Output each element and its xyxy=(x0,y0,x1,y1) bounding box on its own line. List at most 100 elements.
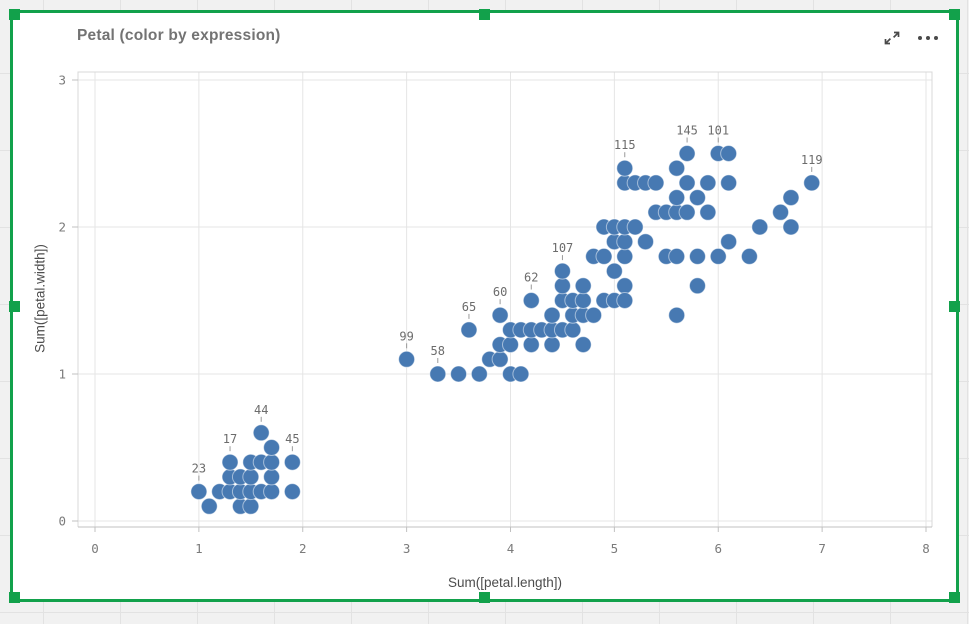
data-point[interactable] xyxy=(616,277,634,295)
data-point[interactable] xyxy=(740,247,758,265)
expand-button[interactable] xyxy=(881,27,903,49)
data-point[interactable] xyxy=(263,453,281,471)
x-tick-label: 6 xyxy=(714,541,722,556)
x-tick-label: 2 xyxy=(299,541,307,556)
data-point[interactable] xyxy=(242,497,260,515)
data-point[interactable] xyxy=(263,439,281,456)
data-point[interactable] xyxy=(522,336,540,354)
data-point[interactable] xyxy=(252,424,270,442)
data-point[interactable] xyxy=(678,145,696,162)
data-point[interactable] xyxy=(200,497,218,515)
data-point[interactable] xyxy=(460,321,478,339)
more-menu-icon xyxy=(918,36,922,40)
data-point[interactable] xyxy=(699,203,717,221)
y-axis-title: Sum([petal.width]) xyxy=(32,244,48,353)
data-point[interactable] xyxy=(616,247,634,265)
data-point[interactable] xyxy=(772,203,790,221)
x-tick-label: 5 xyxy=(611,541,619,556)
data-point[interactable] xyxy=(782,218,800,236)
data-point[interactable] xyxy=(668,159,686,177)
x-axis-title: Sum([petal.length]) xyxy=(447,575,563,590)
data-point[interactable] xyxy=(668,247,686,265)
data-point[interactable] xyxy=(720,145,738,162)
data-point[interactable] xyxy=(543,306,561,324)
data-point[interactable] xyxy=(221,453,239,471)
x-tick-label: 0 xyxy=(91,541,99,556)
data-point[interactable] xyxy=(470,365,488,383)
data-point[interactable] xyxy=(616,159,634,177)
data-point-label: 23 xyxy=(192,462,206,476)
data-point[interactable] xyxy=(647,174,665,192)
more-menu-icon xyxy=(934,36,938,40)
data-point[interactable] xyxy=(782,189,800,207)
chart-title: Petal (color by expression) xyxy=(77,27,281,44)
data-point[interactable] xyxy=(595,247,613,265)
data-point[interactable] xyxy=(585,306,603,324)
scatter-chart-object[interactable]: Petal (color by expression) xyxy=(13,13,956,599)
resize-handle-bottom-left[interactable] xyxy=(9,592,20,603)
data-point-label: 115 xyxy=(614,138,636,152)
more-menu-button[interactable] xyxy=(913,28,943,48)
data-point[interactable] xyxy=(751,218,769,236)
data-point-label: 17 xyxy=(223,432,237,446)
data-point[interactable] xyxy=(502,336,519,354)
data-point[interactable] xyxy=(709,247,727,265)
data-point-label: 62 xyxy=(524,271,538,285)
data-point[interactable] xyxy=(491,350,509,368)
data-point[interactable] xyxy=(263,483,281,501)
data-point[interactable] xyxy=(688,247,706,265)
y-tick-label: 2 xyxy=(58,220,66,235)
resize-handle-top-right[interactable] xyxy=(949,9,960,20)
data-point[interactable] xyxy=(553,262,571,280)
data-point[interactable] xyxy=(283,483,301,501)
data-point[interactable] xyxy=(450,365,468,383)
x-tick-label: 8 xyxy=(922,541,930,556)
x-tick-label: 7 xyxy=(818,541,826,556)
data-point[interactable] xyxy=(522,292,540,309)
data-point-label: 45 xyxy=(285,432,299,446)
data-point[interactable] xyxy=(688,189,706,207)
data-point[interactable] xyxy=(605,262,623,280)
data-point[interactable] xyxy=(574,277,592,295)
data-point[interactable] xyxy=(512,365,530,383)
data-point[interactable] xyxy=(616,233,634,251)
data-point[interactable] xyxy=(283,453,301,471)
x-tick-label: 3 xyxy=(403,541,411,556)
resize-handle-bottom-right[interactable] xyxy=(949,592,960,603)
y-tick-label: 0 xyxy=(58,514,66,529)
data-point[interactable] xyxy=(688,277,706,295)
data-point[interactable] xyxy=(626,218,644,236)
data-point[interactable] xyxy=(398,350,416,368)
resize-handle-top-left[interactable] xyxy=(9,9,20,20)
resize-handle-middle-right[interactable] xyxy=(949,300,960,312)
data-point-label: 107 xyxy=(552,241,574,255)
data-point[interactable] xyxy=(637,233,655,251)
data-point[interactable] xyxy=(678,203,696,221)
data-point[interactable] xyxy=(242,468,260,486)
data-point[interactable] xyxy=(491,306,509,324)
data-point[interactable] xyxy=(616,292,634,309)
data-point[interactable] xyxy=(574,292,592,309)
data-point-label: 58 xyxy=(431,344,445,358)
data-point[interactable] xyxy=(720,233,738,251)
data-point[interactable] xyxy=(668,189,686,207)
data-point[interactable] xyxy=(678,174,696,192)
data-point[interactable] xyxy=(564,321,582,339)
resize-handle-middle-left[interactable] xyxy=(9,300,20,312)
data-point[interactable] xyxy=(263,468,281,486)
data-point[interactable] xyxy=(720,174,738,192)
data-point-label: 44 xyxy=(254,403,268,417)
data-point[interactable] xyxy=(699,174,717,192)
data-point[interactable] xyxy=(803,174,821,192)
data-point[interactable] xyxy=(668,306,686,324)
data-point[interactable] xyxy=(429,365,447,383)
data-point[interactable] xyxy=(553,277,571,295)
resize-handle-top-middle[interactable] xyxy=(479,9,490,20)
x-tick-label: 4 xyxy=(507,541,515,556)
y-tick-label: 1 xyxy=(58,367,66,382)
data-point[interactable] xyxy=(543,336,561,354)
data-point[interactable] xyxy=(190,483,208,501)
data-point-label: 145 xyxy=(676,124,698,138)
resize-handle-bottom-middle[interactable] xyxy=(479,592,490,603)
data-point[interactable] xyxy=(574,336,592,354)
